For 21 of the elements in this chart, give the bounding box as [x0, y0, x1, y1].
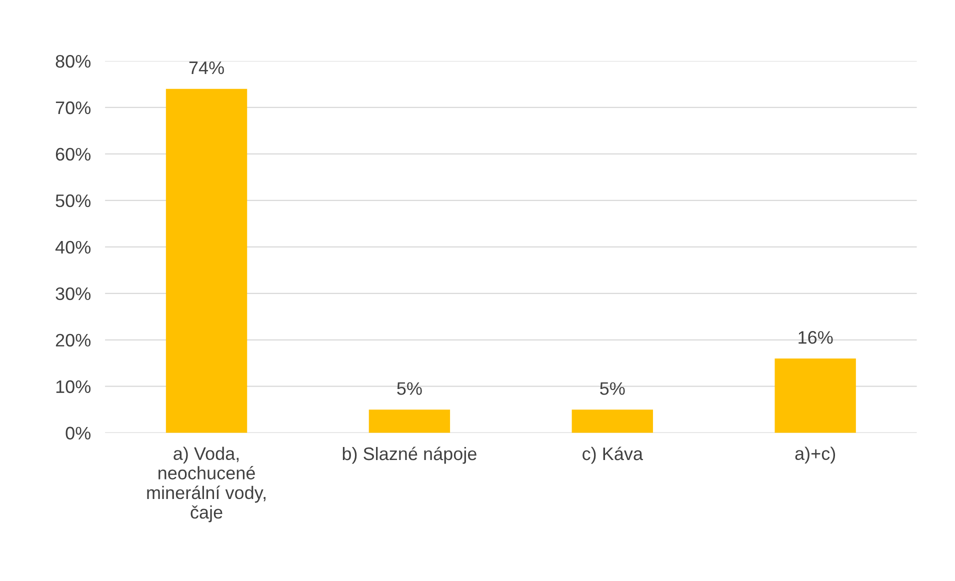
data-label: 16%	[798, 331, 833, 344]
y-tick-label: 30%	[56, 287, 91, 300]
y-tick-label: 60%	[56, 148, 91, 161]
data-label: 5%	[600, 382, 625, 395]
bar	[368, 410, 450, 433]
y-tick-label: 40%	[55, 240, 91, 254]
y-tick-label: 20%	[56, 334, 91, 347]
y-tick-label: 70%	[56, 101, 91, 114]
x-tick-label: c) Káva	[582, 446, 643, 464]
data-label: 74%	[189, 62, 224, 74]
data-label: 5%	[397, 382, 422, 395]
x-tick-label: a)+c)	[795, 446, 836, 464]
bar	[572, 410, 653, 433]
x-tick-label: a) Voda, neochucené minerální vody, čaje	[147, 446, 266, 522]
y-tick-label: 80%	[56, 54, 91, 68]
bar	[166, 88, 248, 433]
y-tick-label: 50%	[56, 194, 91, 208]
y-tick-label: 10%	[56, 380, 91, 394]
y-tick-label: 0%	[66, 426, 91, 440]
x-tick-label: b) Slazné nápoje	[342, 446, 476, 464]
bar	[774, 358, 856, 433]
